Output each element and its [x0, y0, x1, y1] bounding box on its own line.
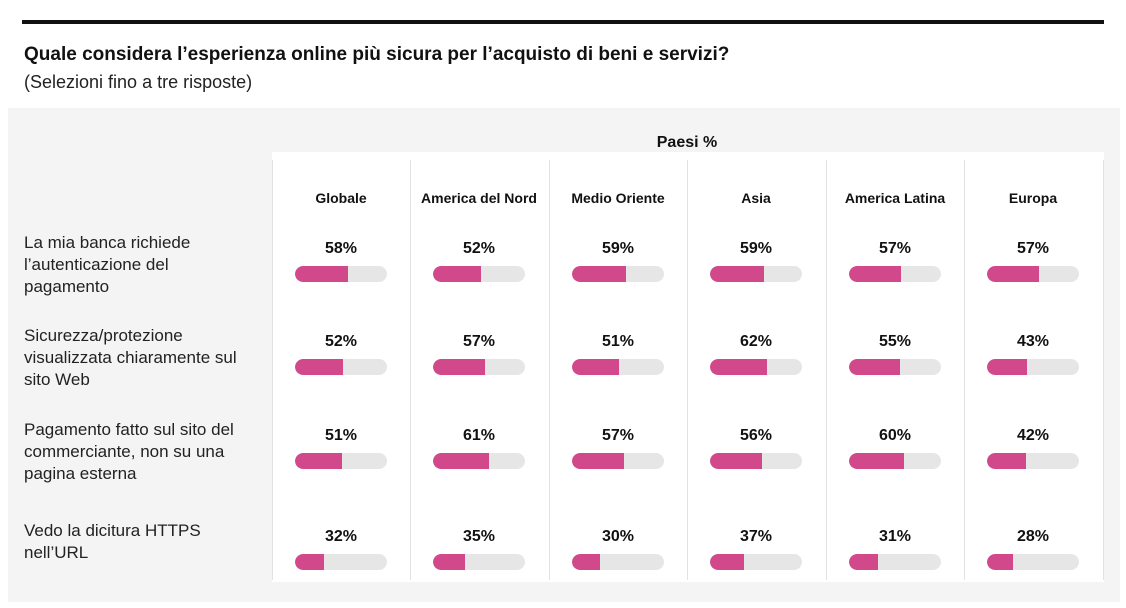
bar-track: [572, 266, 664, 282]
value-label: 28%: [1016, 528, 1050, 545]
row-label: Vedo la dicitura HTTPS nell’URL: [24, 521, 201, 562]
value-label: 57%: [462, 333, 496, 350]
bar-fill: [295, 266, 349, 282]
value-label: 32%: [324, 528, 358, 545]
column-header: Asia: [741, 190, 771, 206]
value-label: 30%: [601, 528, 635, 545]
bar-track: [295, 453, 387, 469]
bar-fill: [710, 453, 762, 469]
value-label: 35%: [462, 528, 496, 545]
column-separator: [964, 160, 965, 580]
bar-track: [710, 453, 802, 469]
value-label: 57%: [1016, 240, 1050, 257]
column-header: America Latina: [844, 190, 946, 206]
bar-fill: [849, 554, 878, 570]
value-label: 61%: [462, 427, 496, 444]
bar-track: [295, 266, 387, 282]
top-rule: [22, 20, 1104, 24]
bar-track: [433, 359, 525, 375]
bar-fill: [572, 453, 625, 469]
bar-fill: [433, 359, 486, 375]
bar-track: [987, 554, 1079, 570]
row-label: La mia banca richiede l’autenticazione d…: [24, 233, 191, 296]
bar-fill: [433, 266, 481, 282]
bar-fill: [849, 266, 902, 282]
bar-fill: [710, 266, 765, 282]
bar-track: [849, 359, 941, 375]
bar-fill: [572, 266, 627, 282]
value-label: 51%: [324, 427, 358, 444]
value-label: 51%: [601, 333, 635, 350]
bar-fill: [433, 554, 466, 570]
column-separator: [549, 160, 550, 580]
bar-fill: [572, 359, 619, 375]
bar-track: [572, 453, 664, 469]
bar-track: [710, 554, 802, 570]
column-separator: [826, 160, 827, 580]
value-label: 62%: [739, 333, 773, 350]
column-separator: [410, 160, 411, 580]
bar-fill: [295, 359, 343, 375]
bar-track: [849, 453, 941, 469]
value-label: 59%: [739, 240, 773, 257]
value-label: 58%: [324, 240, 358, 257]
bar-fill: [987, 266, 1040, 282]
bar-fill: [710, 554, 745, 570]
value-label: 52%: [324, 333, 358, 350]
value-label: 42%: [1016, 427, 1050, 444]
bar-fill: [572, 554, 600, 570]
bar-fill: [710, 359, 768, 375]
value-label: 55%: [878, 333, 912, 350]
value-label: 57%: [878, 240, 912, 257]
bar-track: [849, 266, 941, 282]
bar-fill: [987, 359, 1027, 375]
column-header: America del Nord: [421, 190, 537, 206]
bar-track: [987, 266, 1079, 282]
bar-fill: [849, 453, 905, 469]
bar-track: [710, 359, 802, 375]
bar-track: [295, 359, 387, 375]
row-label: Sicurezza/protezione visualizzata chiara…: [24, 326, 237, 389]
value-label: 57%: [601, 427, 635, 444]
column-separator: [1103, 160, 1104, 580]
value-label: 37%: [739, 528, 773, 545]
plot-area: [272, 152, 1104, 582]
bar-fill: [987, 554, 1013, 570]
bar-track: [987, 359, 1079, 375]
column-separator: [272, 160, 273, 580]
row-label: Pagamento fatto sul sito del commerciant…: [24, 420, 234, 483]
bar-track: [433, 554, 525, 570]
bar-fill: [849, 359, 900, 375]
chart-title: Quale considera l’esperienza online più …: [24, 44, 730, 65]
bar-track: [572, 554, 664, 570]
bar-track: [433, 453, 525, 469]
bar-fill: [987, 453, 1026, 469]
column-header: Globale: [315, 190, 367, 206]
bar-fill: [295, 554, 325, 570]
column-group-label: Paesi %: [656, 134, 718, 151]
value-label: 31%: [878, 528, 912, 545]
column-separator: [687, 160, 688, 580]
bar-track: [295, 554, 387, 570]
chart-subtitle: (Selezioni fino a tre risposte): [24, 72, 253, 92]
value-label: 52%: [462, 240, 496, 257]
value-label: 59%: [601, 240, 635, 257]
value-label: 56%: [739, 427, 773, 444]
bar-track: [433, 266, 525, 282]
column-header: Medio Oriente: [571, 190, 665, 206]
bar-fill: [295, 453, 342, 469]
bar-fill: [433, 453, 490, 469]
bar-track: [849, 554, 941, 570]
value-label: 43%: [1016, 333, 1050, 350]
value-label: 60%: [878, 427, 912, 444]
column-header: Europa: [1008, 190, 1058, 206]
bar-track: [710, 266, 802, 282]
bar-track: [987, 453, 1079, 469]
bar-track: [572, 359, 664, 375]
